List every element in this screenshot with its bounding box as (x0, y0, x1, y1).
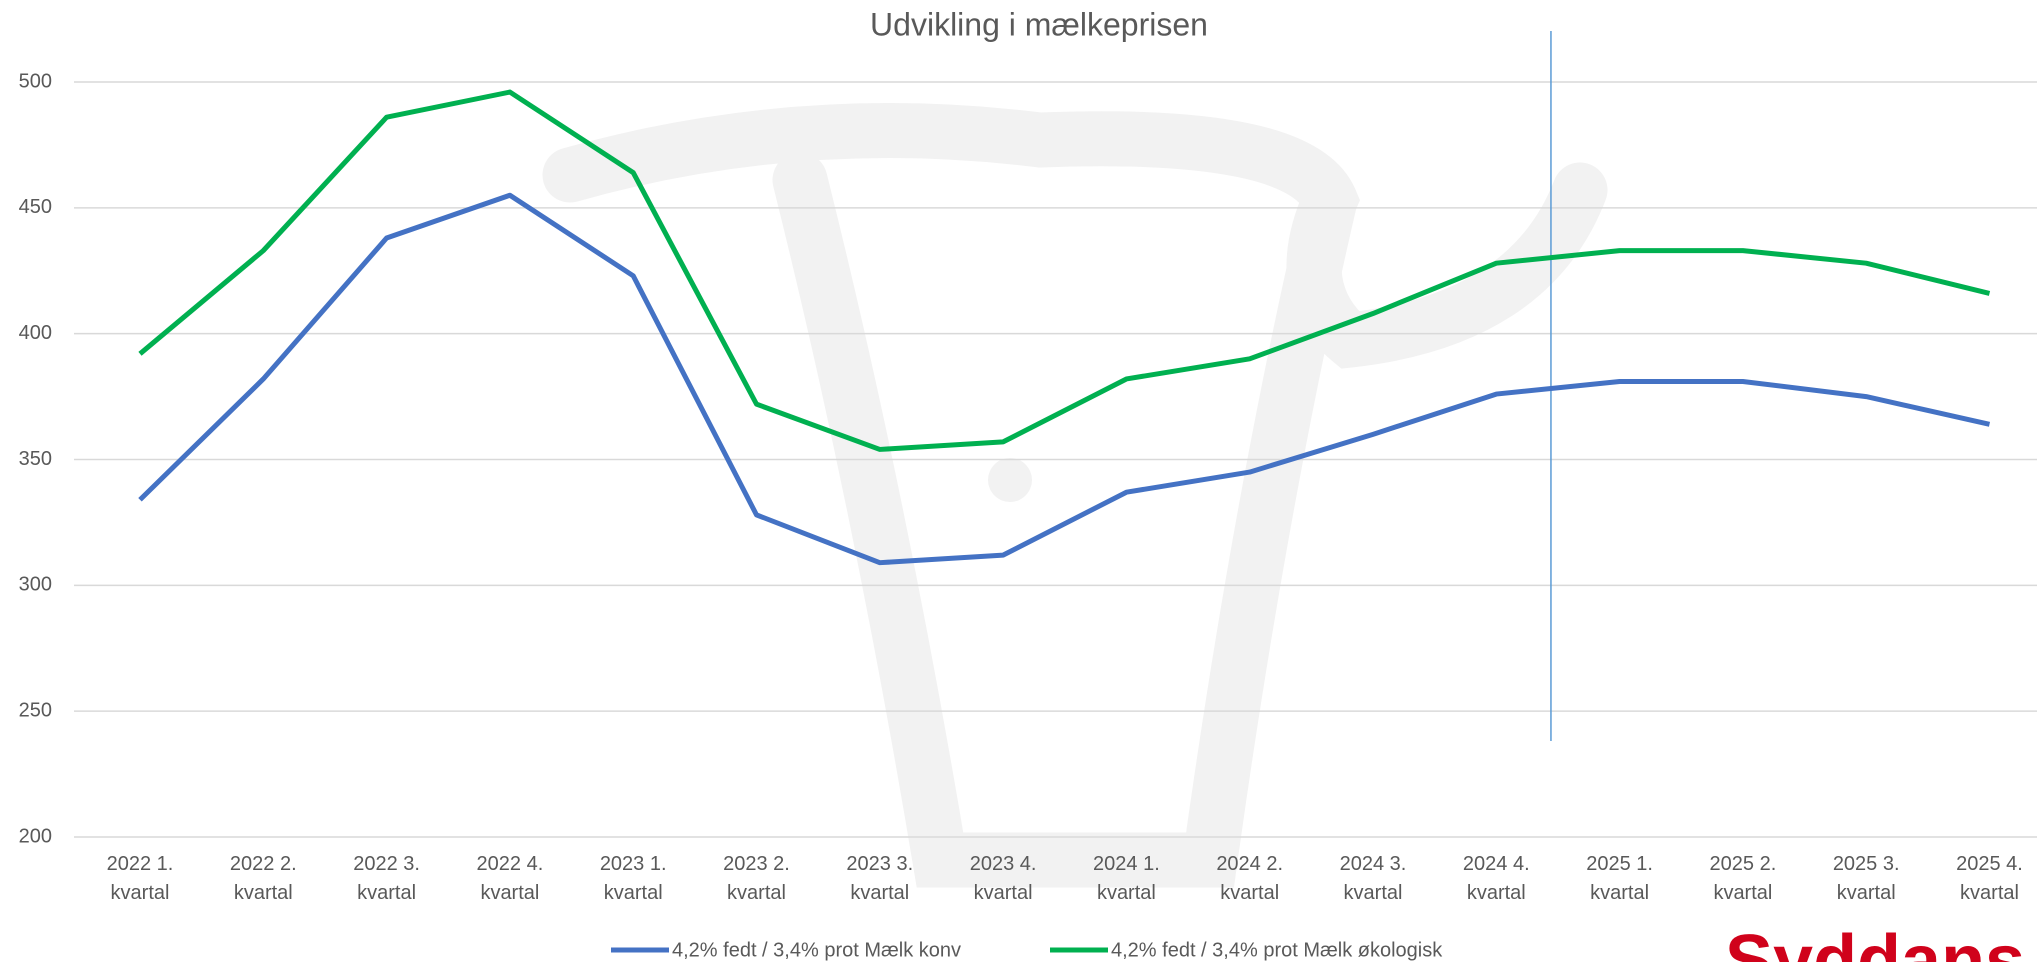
x-tick-label: 2024 2. kvartal (1216, 853, 1284, 904)
x-tick-label: 2023 3. kvartal (846, 853, 914, 904)
series-line (138, 89, 1991, 452)
y-tick-label: 400 (19, 322, 52, 344)
y-tick-label: 500 (19, 70, 52, 92)
y-tick-label: 300 (19, 574, 52, 596)
x-tick-label: 2024 4. kvartal (1462, 853, 1530, 904)
x-tick-label: 2023 4. kvartal (969, 853, 1037, 904)
legend-label: 4,2% fedt / 3,4% prot Mælk konv (672, 939, 961, 961)
x-tick-label: 2025 2. kvartal (1709, 853, 1777, 904)
legend-label: 4,2% fedt / 3,4% prot Mælk økologisk (1111, 939, 1443, 961)
x-tick-label: 2023 1. kvartal (599, 853, 667, 904)
x-tick-label: 2024 3. kvartal (1339, 853, 1407, 904)
x-tick-label: 2022 3. kvartal (353, 853, 420, 904)
x-tick-label: 2022 4. kvartal (476, 853, 544, 904)
x-tick-label: 2022 1. kvartal (106, 853, 174, 904)
y-tick-label: 350 (19, 448, 52, 470)
x-tick-label: 2022 2. kvartal (229, 853, 297, 904)
x-tick-label: 2023 2. kvartal (723, 853, 790, 904)
x-tick-label: 2025 1. kvartal (1586, 853, 1653, 904)
y-tick-label: 250 (19, 699, 52, 721)
logo: Syddans (1725, 921, 2025, 962)
y-tick-label: 200 (19, 825, 52, 847)
chart-title: Udvikling i mælkeprisen (870, 6, 1208, 42)
x-tick-label: 2024 1. kvartal (1093, 853, 1160, 904)
x-tick-label: 2025 3. kvartal (1832, 853, 1900, 904)
x-tick-label: 2025 4. kvartal (1956, 853, 2023, 904)
series-line (138, 192, 1991, 566)
watermark (542, 103, 1608, 888)
y-tick-label: 450 (19, 196, 52, 218)
